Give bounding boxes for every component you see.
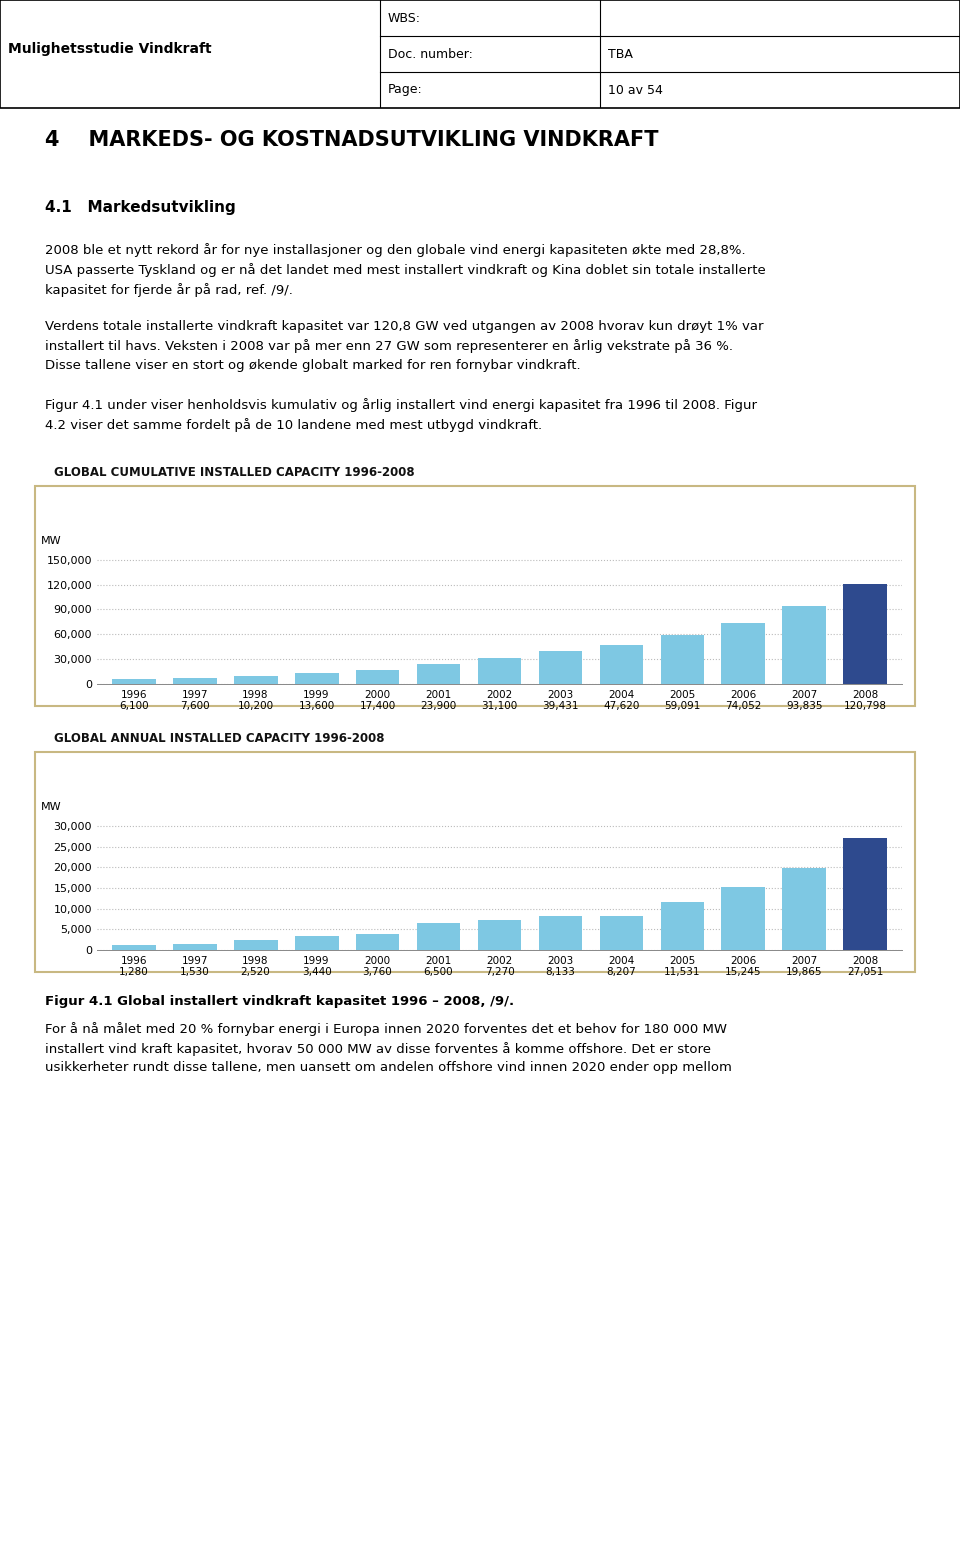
Bar [660, 902, 705, 950]
Text: Mulighetsstudie Vindkraft: Mulighetsstudie Vindkraft [8, 42, 211, 56]
Bar [477, 658, 521, 684]
Bar [477, 920, 521, 950]
Bar [233, 675, 277, 684]
Bar [599, 916, 643, 950]
Text: Doc. number:: Doc. number: [388, 48, 473, 60]
Bar [417, 664, 461, 684]
Bar [782, 607, 827, 684]
Text: WBS:: WBS: [388, 11, 421, 25]
Bar [173, 944, 217, 950]
Text: Page:: Page: [388, 84, 422, 96]
Text: MW: MW [40, 536, 61, 546]
Bar [660, 635, 705, 684]
Text: TBA: TBA [608, 48, 633, 60]
Text: GLOBAL CUMULATIVE INSTALLED CAPACITY 1996-2008: GLOBAL CUMULATIVE INSTALLED CAPACITY 199… [54, 466, 415, 480]
Text: MW: MW [40, 802, 61, 813]
Bar [722, 887, 765, 950]
Bar [844, 839, 887, 950]
Text: For å nå målet med 20 % fornybar energi i Europa innen 2020 forventes det et beh: For å nå målet med 20 % fornybar energi … [45, 1022, 732, 1074]
Bar [295, 673, 339, 684]
Text: Verdens totale installerte vindkraft kapasitet var 120,8 GW ved utgangen av 2008: Verdens totale installerte vindkraft kap… [45, 320, 763, 372]
Bar [295, 937, 339, 950]
Bar [782, 868, 827, 950]
Bar [599, 644, 643, 684]
Bar [111, 680, 156, 684]
Text: 4.1   Markedsutvikling: 4.1 Markedsutvikling [45, 200, 236, 215]
Text: 10 av 54: 10 av 54 [608, 84, 662, 96]
Bar [173, 678, 217, 684]
Text: Figur 4.1 under viser henholdsvis kumulativ og årlig installert vind energi kapa: Figur 4.1 under viser henholdsvis kumula… [45, 398, 757, 432]
Bar [539, 652, 583, 684]
Text: Figur 4.1 Global installert vindkraft kapasitet 1996 – 2008, /9/.: Figur 4.1 Global installert vindkraft ka… [45, 995, 515, 1008]
Bar [111, 944, 156, 950]
Bar [722, 622, 765, 684]
Bar [355, 670, 399, 684]
Text: GLOBAL ANNUAL INSTALLED CAPACITY 1996-2008: GLOBAL ANNUAL INSTALLED CAPACITY 1996-20… [54, 732, 384, 746]
Text: 4    MARKEDS- OG KOSTNADSUTVIKLING VINDKRAFT: 4 MARKEDS- OG KOSTNADSUTVIKLING VINDKRAF… [45, 130, 659, 150]
Text: 2008 ble et nytt rekord år for nye installasjoner og den globale vind energi kap: 2008 ble et nytt rekord år for nye insta… [45, 243, 766, 297]
Bar [417, 923, 461, 950]
Bar [844, 584, 887, 684]
Bar [355, 935, 399, 950]
Bar [233, 940, 277, 950]
Bar [539, 916, 583, 950]
